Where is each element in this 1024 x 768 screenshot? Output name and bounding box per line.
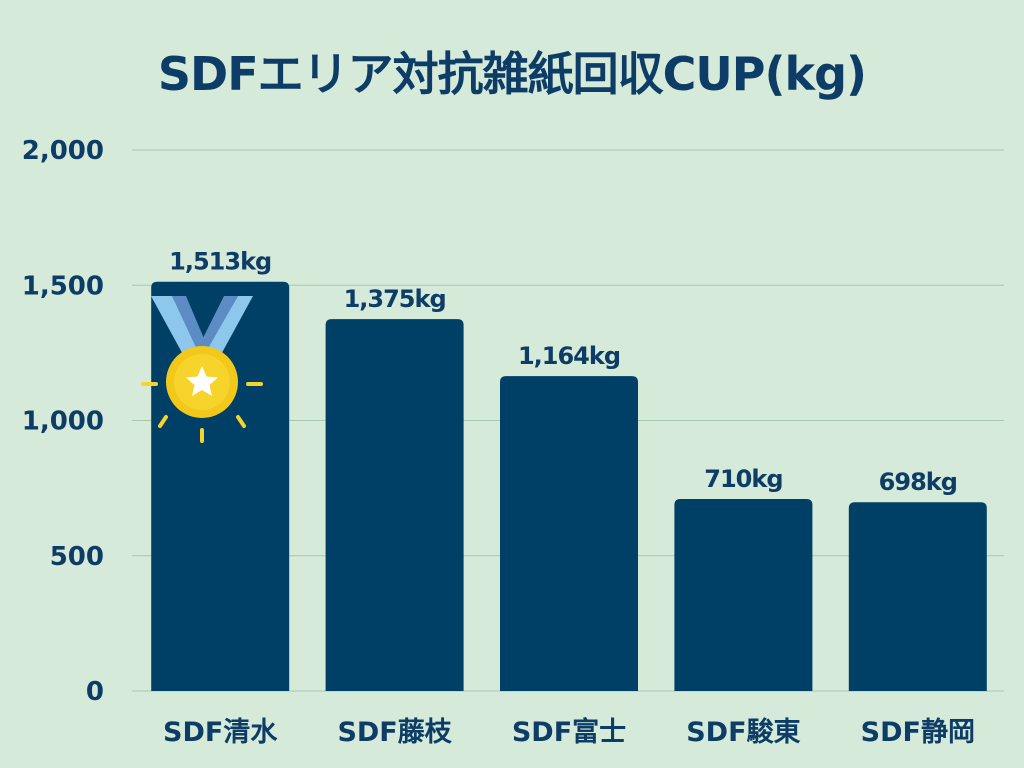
data-labels: 1,513kg 1,375kg 1,164kg 710kg 698kg <box>169 248 958 496</box>
bar <box>674 498 813 691</box>
data-label: 710kg <box>704 465 782 493</box>
data-label: 1,375kg <box>344 285 446 313</box>
bar <box>500 376 638 691</box>
x-category-label: SDF清水 <box>163 717 278 748</box>
y-tick-label: 500 <box>50 542 104 572</box>
y-tick-label: 1,500 <box>22 271 104 301</box>
x-category-label: SDF藤枝 <box>337 717 452 748</box>
x-axis-labels: SDF清水 SDF藤枝 SDF富士 SDF駿東 SDF静岡 <box>163 716 975 748</box>
x-category-label: SDF富士 <box>512 716 626 748</box>
y-axis-ticks: 0 500 1,000 1,500 2,000 <box>22 136 104 707</box>
data-label: 1,164kg <box>518 342 620 370</box>
data-label: 1,513kg <box>169 248 271 276</box>
bar <box>325 319 464 691</box>
x-category-label: SDF駿東 <box>686 717 800 748</box>
y-tick-label: 0 <box>86 677 104 707</box>
data-label: 698kg <box>879 468 957 496</box>
bar <box>848 502 987 691</box>
gold-medal-icon <box>141 296 263 443</box>
y-tick-label: 2,000 <box>22 136 104 166</box>
x-category-label: SDF静岡 <box>861 717 975 748</box>
y-tick-label: 1,000 <box>22 407 104 437</box>
chart-title: SDFエリア対抗雑紙回収CUP(kg) <box>157 47 867 101</box>
